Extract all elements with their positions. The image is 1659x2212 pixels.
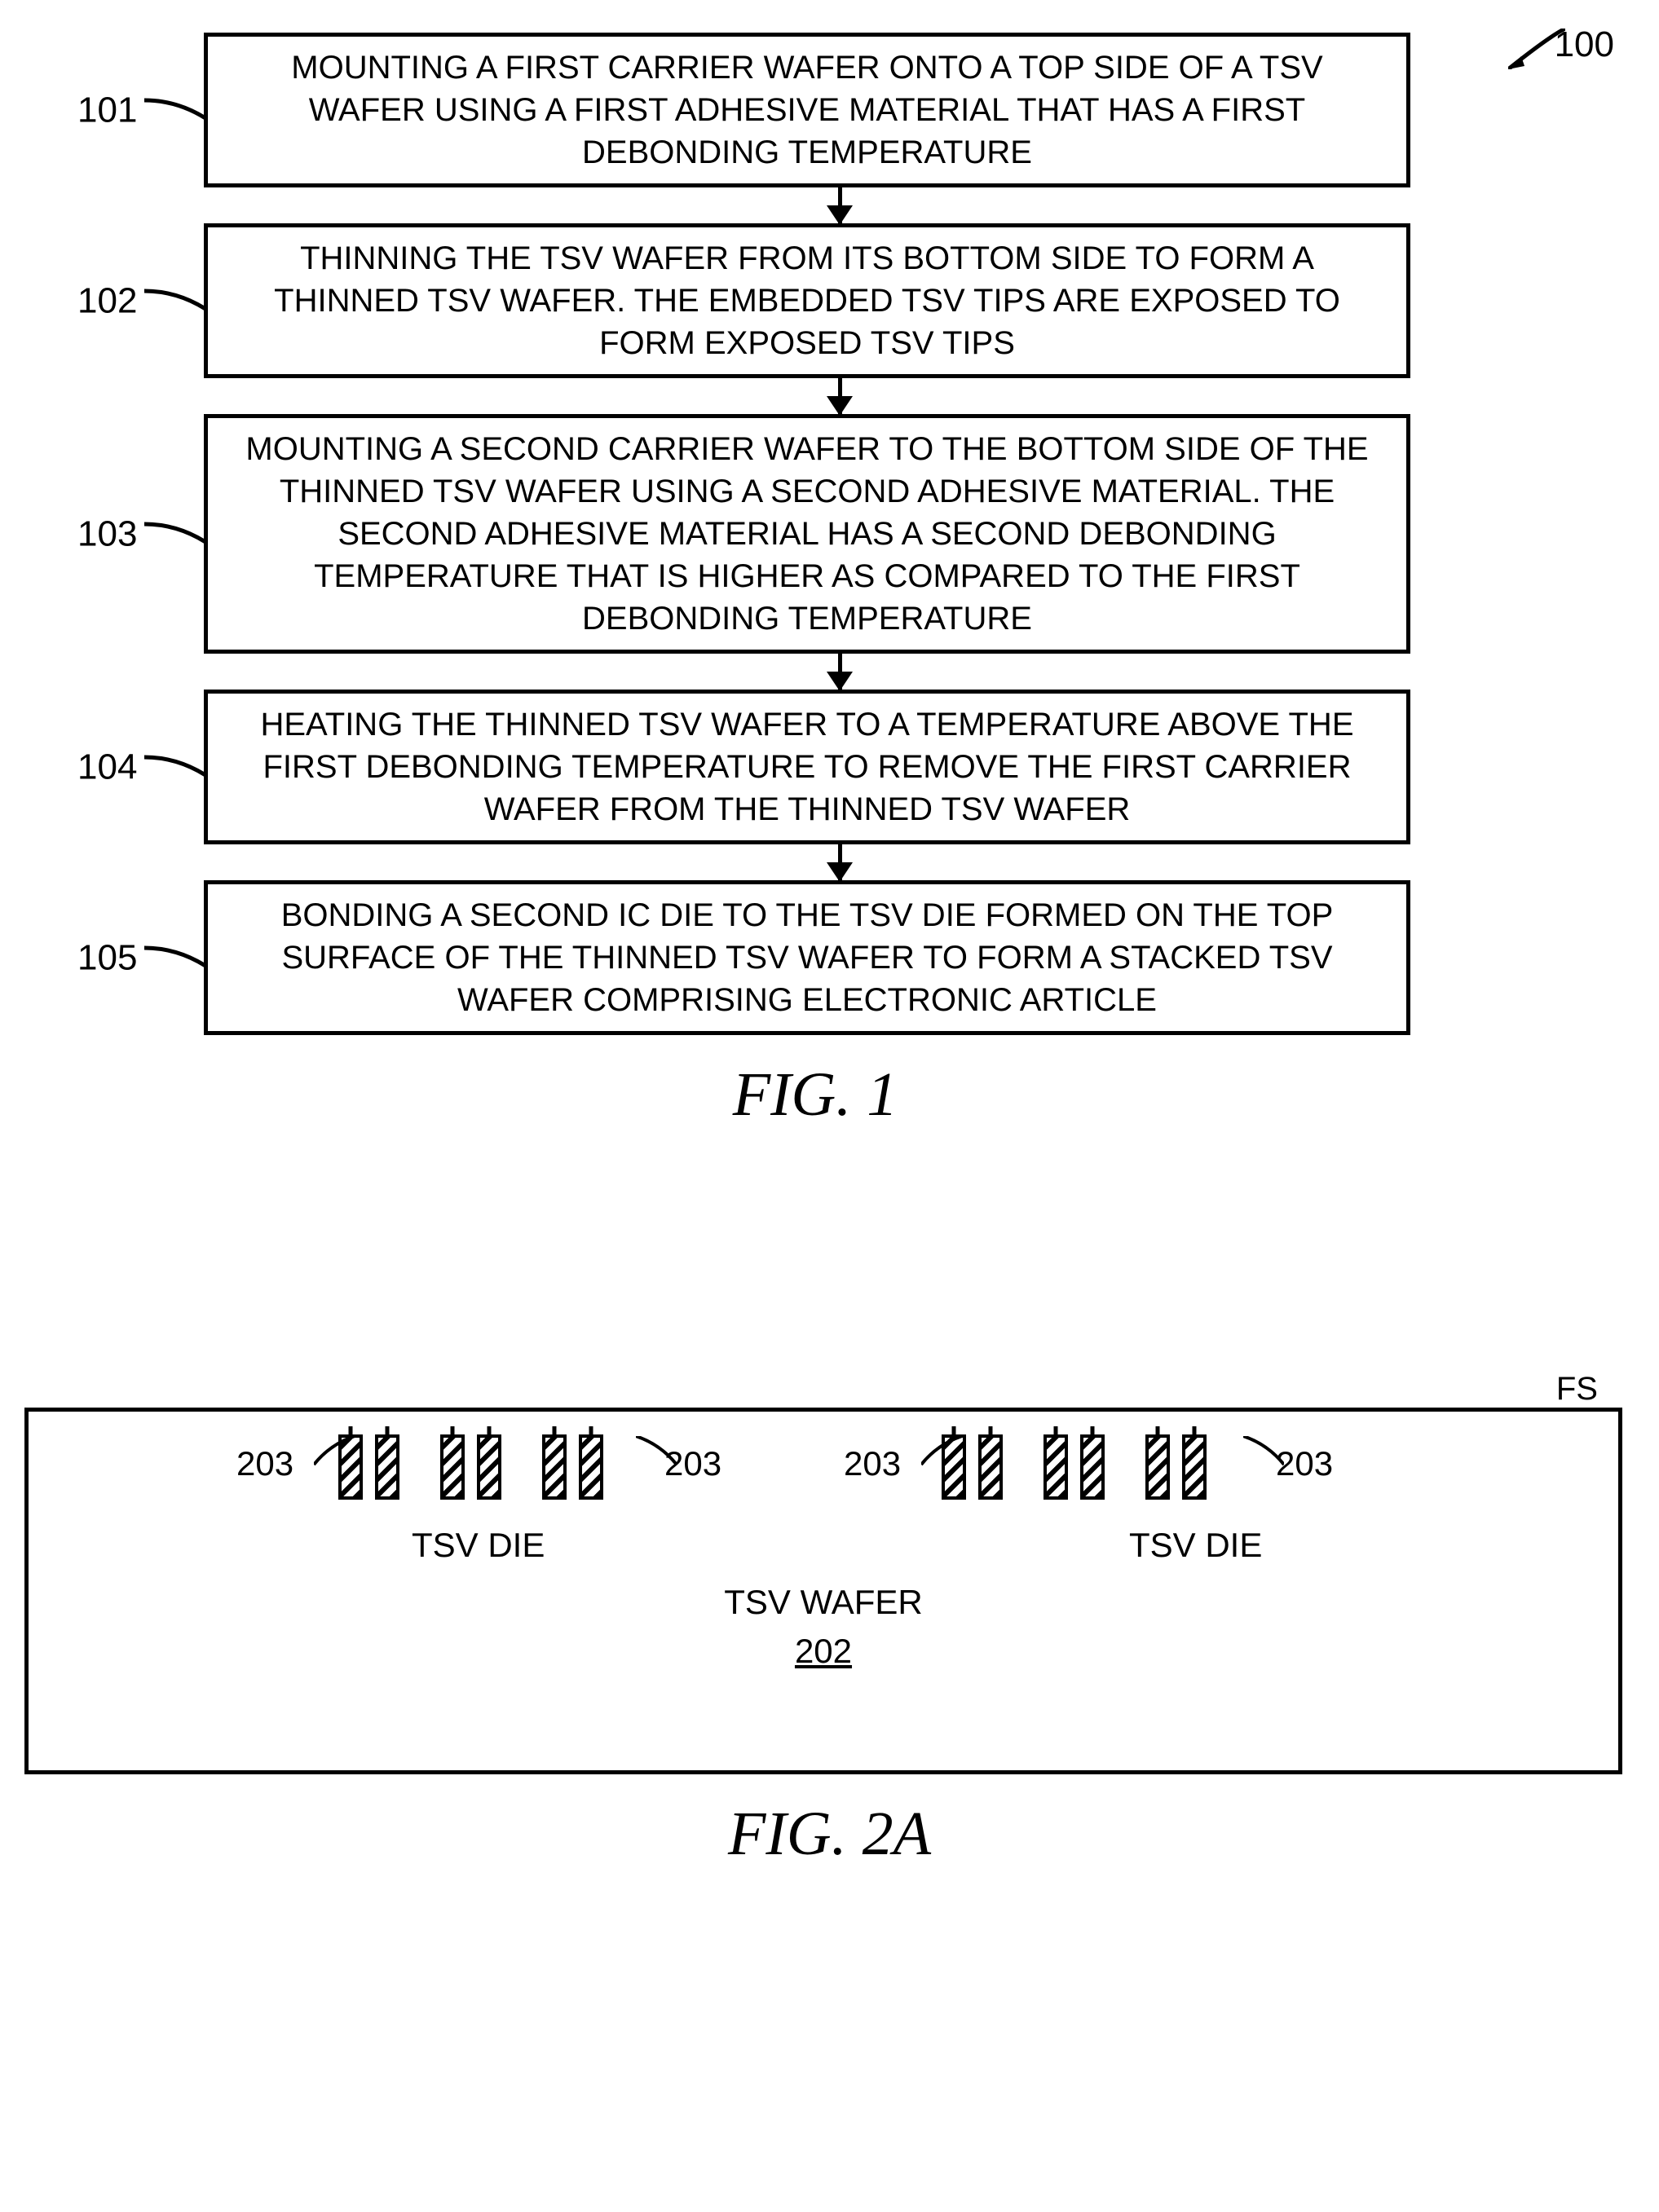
tsv-ref-label: 203	[844, 1444, 901, 1483]
lead-line-102	[144, 284, 205, 317]
tsv-via	[440, 1434, 465, 1500]
tsv-lead-line	[1243, 1436, 1284, 1469]
fig2a-title: FIG. 2A	[24, 1799, 1635, 1870]
tsv-pair	[440, 1434, 501, 1500]
fig1-title: FIG. 1	[220, 1060, 1410, 1130]
wafer-figure: FS 203203TSV DIE203203TSV DIE TSV WAFER …	[24, 1408, 1635, 1870]
lead-line-101	[144, 94, 205, 126]
tsv-die-label: TSV DIE	[1129, 1526, 1262, 1565]
lead-line-105	[144, 941, 205, 974]
flowchart-step-103: MOUNTING A SECOND CARRIER WAFER TO THE B…	[204, 414, 1410, 654]
tsv-via	[579, 1434, 603, 1500]
fs-label: FS	[1556, 1371, 1598, 1408]
wafer-label: TSV WAFER	[29, 1583, 1618, 1622]
tsv-ref-label: 203	[236, 1444, 293, 1483]
flowchart-step-102: THINNING THE TSV WAFER FROM ITS BOTTOM S…	[204, 223, 1410, 378]
lead-line-104	[144, 751, 205, 783]
step-label-103: 103	[77, 510, 137, 557]
tsv-lead-line	[314, 1436, 355, 1469]
flow-arrow	[838, 378, 842, 414]
tsv-via	[978, 1434, 1003, 1500]
tsv-lead-line	[636, 1436, 677, 1469]
tsv-via	[477, 1434, 501, 1500]
tsv-group	[942, 1434, 1207, 1500]
tsv-via	[1182, 1434, 1207, 1500]
step-label-102: 102	[77, 277, 137, 324]
page-root: 100 MOUNTING A FIRST CARRIER WAFER ONTO …	[24, 33, 1635, 1870]
tsv-via	[1080, 1434, 1105, 1500]
tsv-ref-label: 203	[1276, 1444, 1333, 1483]
flowchart-step-105: BONDING A SECOND IC DIE TO THE TSV DIE F…	[204, 880, 1410, 1035]
step-label-101: 101	[77, 86, 137, 133]
tsv-via	[1145, 1434, 1170, 1500]
tsv-group	[338, 1434, 603, 1500]
step-label-104: 104	[77, 743, 137, 790]
tsv-via	[1043, 1434, 1068, 1500]
flowchart-step-104: HEATING THE THINNED TSV WAFER TO A TEMPE…	[204, 690, 1410, 844]
corner-lead-line	[1508, 29, 1565, 69]
flowchart: 100 MOUNTING A FIRST CARRIER WAFER ONTO …	[139, 33, 1410, 1130]
wafer-number: 202	[29, 1632, 1618, 1671]
tsv-pair	[542, 1434, 603, 1500]
tsv-pair	[1145, 1434, 1207, 1500]
wafer-outline: FS 203203TSV DIE203203TSV DIE TSV WAFER …	[24, 1408, 1622, 1774]
tsv-die-label: TSV DIE	[412, 1526, 545, 1565]
flowchart-step-101: MOUNTING A FIRST CARRIER WAFER ONTO A TO…	[204, 33, 1410, 187]
step-label-105: 105	[77, 934, 137, 980]
flow-arrow	[838, 844, 842, 880]
tsv-lead-line	[921, 1436, 962, 1469]
tsv-via	[375, 1434, 399, 1500]
flow-arrow	[838, 654, 842, 690]
tsv-via	[542, 1434, 567, 1500]
lead-line-103	[144, 518, 205, 550]
tsv-pair	[1043, 1434, 1105, 1500]
flow-arrow	[838, 187, 842, 223]
